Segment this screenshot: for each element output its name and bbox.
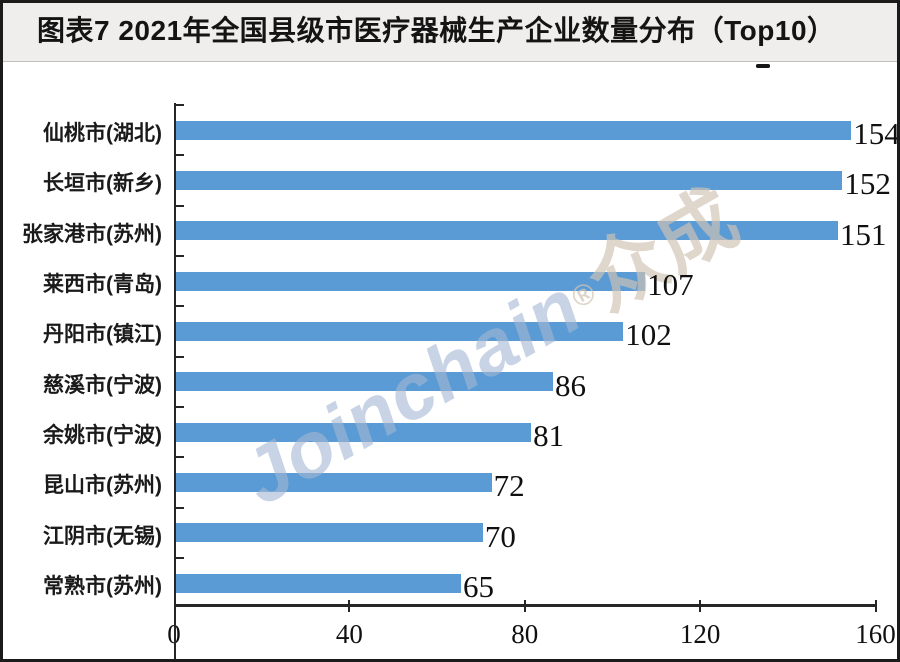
y-axis-tick <box>174 204 184 207</box>
y-axis-tick <box>174 506 184 509</box>
bar-value-label: 86 <box>555 367 587 403</box>
bar <box>176 120 852 140</box>
category-label: 余姚市(宁波) <box>43 424 162 448</box>
bar-value-label: 107 <box>647 267 694 303</box>
x-tick-label: 80 <box>511 619 539 649</box>
bar-value-label: 70 <box>484 518 516 554</box>
x-tick-label: 40 <box>335 619 363 649</box>
bar <box>176 573 461 593</box>
x-tick-label: 160 <box>855 619 896 649</box>
category-label: 江阴市(无锡) <box>43 524 162 548</box>
chart-title-band: 图表7 2021年全国县级市医疗器械生产企业数量分布（Top10） <box>0 0 900 62</box>
bar <box>176 221 839 241</box>
y-axis-tick <box>174 456 184 459</box>
y-axis-tick <box>174 405 184 408</box>
category-label: 莱西市(青岛) <box>43 273 162 297</box>
chart-title: 图表7 2021年全国县级市医疗器械生产企业数量分布（Top10） <box>37 15 836 46</box>
y-axis-tick <box>174 154 184 157</box>
chart-area: 仙桃市(湖北) 154 长垣市(新乡) 152 张家港市(苏州) 151 莱西市(青岛) 10… <box>0 62 900 662</box>
bar <box>176 271 646 291</box>
category-label: 张家港市(苏州) <box>22 222 162 246</box>
category-label: 常熟市(苏州) <box>43 575 162 599</box>
watermark-cjk-text: 众成 <box>571 172 753 327</box>
bar-value-label: 151 <box>840 216 887 252</box>
bar-value-label: 152 <box>844 166 891 202</box>
bar-value-label: 154 <box>853 116 900 152</box>
bar <box>176 170 843 190</box>
x-axis-line <box>174 604 877 607</box>
category-label: 昆山市(苏州) <box>43 474 162 498</box>
y-axis-tick <box>174 355 184 358</box>
y-axis-line <box>174 103 176 662</box>
bar <box>176 472 492 492</box>
bar-value-label: 72 <box>493 468 525 504</box>
y-axis-tick <box>174 305 184 308</box>
bar <box>176 372 554 392</box>
bar-value-label: 65 <box>462 569 494 605</box>
bar-value-label: 102 <box>625 317 672 353</box>
bar <box>176 422 532 442</box>
y-axis-tick <box>174 556 184 559</box>
category-label: 长垣市(新乡) <box>43 172 162 196</box>
y-axis-tick <box>174 104 184 106</box>
category-label: 丹阳市(镇江) <box>43 323 162 347</box>
bar <box>176 523 483 543</box>
category-label: 仙桃市(湖北) <box>43 122 162 146</box>
bar <box>176 321 624 341</box>
smudge-mark <box>756 64 770 68</box>
category-label: 慈溪市(宁波) <box>43 373 162 397</box>
x-tick-label: 120 <box>679 619 721 649</box>
y-axis-tick <box>174 254 184 257</box>
bar-value-label: 81 <box>533 418 565 454</box>
